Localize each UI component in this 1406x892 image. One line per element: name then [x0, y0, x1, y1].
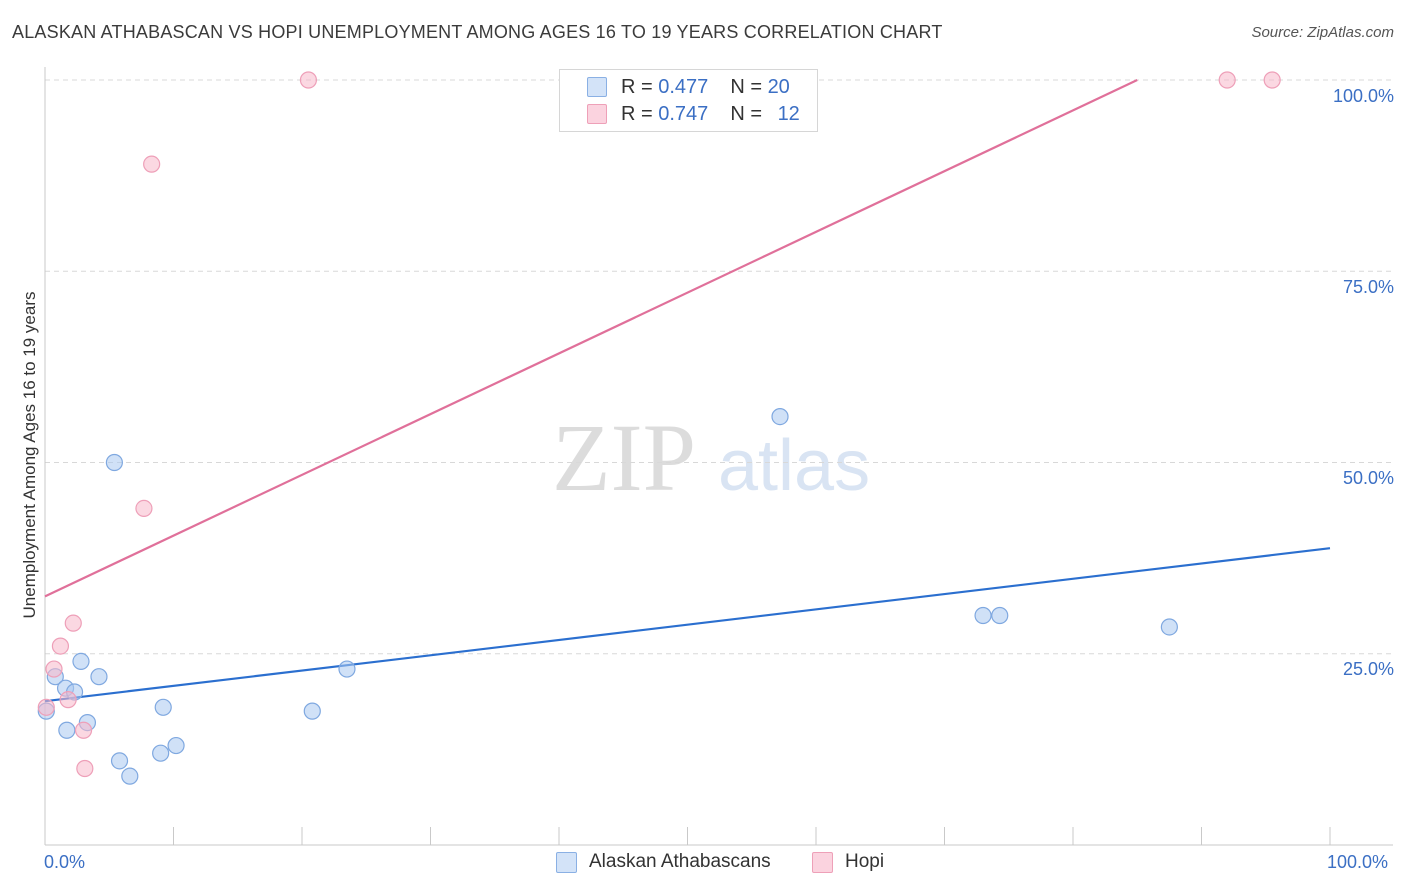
bottom-legend-swatch-blue	[556, 851, 577, 873]
legend-n-value: 12	[777, 102, 800, 125]
point-athabascan-13	[167, 736, 185, 755]
bottom-legend-swatch-pink	[812, 851, 833, 873]
point-hopi-4	[64, 614, 82, 632]
y-tick-100: 100.0%	[1332, 86, 1394, 106]
legend-r-value: 0.747	[658, 102, 709, 125]
point-hopi-6	[76, 759, 94, 778]
point-athabascan-5	[72, 652, 90, 671]
legend-n-value: 20	[767, 75, 790, 98]
point-athabascan-10	[121, 767, 139, 785]
point-athabascan-18	[991, 606, 1009, 625]
point-athabascan-19	[1160, 618, 1178, 636]
point-athabascan-9	[110, 752, 129, 770]
trend-line-athabascan	[44, 547, 1331, 703]
x-tick-max: 100.0%	[1327, 852, 1389, 872]
trend-line-hopi	[44, 79, 1138, 598]
point-athabascan-7	[90, 668, 108, 686]
legend-r-label: R =	[621, 102, 653, 125]
point-athabascan-15	[303, 702, 321, 720]
x-tick-min: 0.0%	[44, 852, 86, 872]
point-hopi-2	[51, 637, 70, 655]
watermark-zip: ZIP	[552, 404, 696, 511]
point-athabascan-11	[152, 744, 170, 762]
y-tick-75: 75.0%	[1342, 277, 1394, 297]
point-athabascan-17	[974, 606, 992, 625]
point-hopi-10	[1218, 71, 1236, 89]
point-hopi-5	[74, 721, 93, 739]
trend-lines	[44, 79, 1331, 703]
chart-title: ALASKAN ATHABASCAN VS HOPI UNEMPLOYMENT …	[12, 22, 943, 42]
data-points	[37, 71, 1281, 785]
point-hopi-9	[299, 71, 318, 89]
bottom-legend-hopi: Hopi	[812, 851, 884, 873]
point-hopi-8	[143, 155, 161, 173]
point-hopi-0	[37, 698, 55, 716]
legend-row-athabascan: R = 0.477 N = 20	[587, 74, 790, 100]
point-athabascan-3	[58, 721, 76, 739]
legend-r-label: R =	[621, 75, 653, 98]
gridlines	[45, 79, 1393, 655]
y-axis-label: Unemployment Among Ages 16 to 19 years	[20, 291, 39, 619]
legend-row-hopi: R = 0.747 N = 12	[587, 101, 800, 127]
point-hopi-7	[135, 499, 153, 517]
point-athabascan-16	[771, 408, 789, 426]
legend-r-value: 0.477	[658, 75, 709, 98]
bottom-legend-athabascan: Alaskan Athabascans	[556, 851, 771, 873]
legend-n-label: N =	[730, 102, 762, 125]
point-athabascan-14	[338, 660, 356, 678]
stats-legend: R = 0.477 N = 20 R = 0.747 N = 12	[559, 69, 818, 132]
y-tick-25: 25.0%	[1342, 659, 1394, 679]
watermark-atlas: atlas	[718, 426, 870, 506]
legend-swatch-blue	[587, 77, 607, 97]
point-hopi-11	[1263, 71, 1281, 89]
y-tick-50: 50.0%	[1342, 468, 1394, 488]
point-hopi-3	[59, 691, 77, 709]
point-hopi-1	[45, 660, 63, 678]
source-label: Source: ZipAtlas.com	[1251, 24, 1394, 41]
legend-n-label: N =	[730, 75, 762, 98]
legend-swatch-pink	[587, 104, 607, 124]
point-athabascan-8	[105, 453, 123, 472]
bottom-legend-label: Hopi	[845, 851, 885, 872]
bottom-legend-label: Alaskan Athabascans	[589, 851, 771, 872]
point-athabascan-12	[154, 698, 172, 716]
